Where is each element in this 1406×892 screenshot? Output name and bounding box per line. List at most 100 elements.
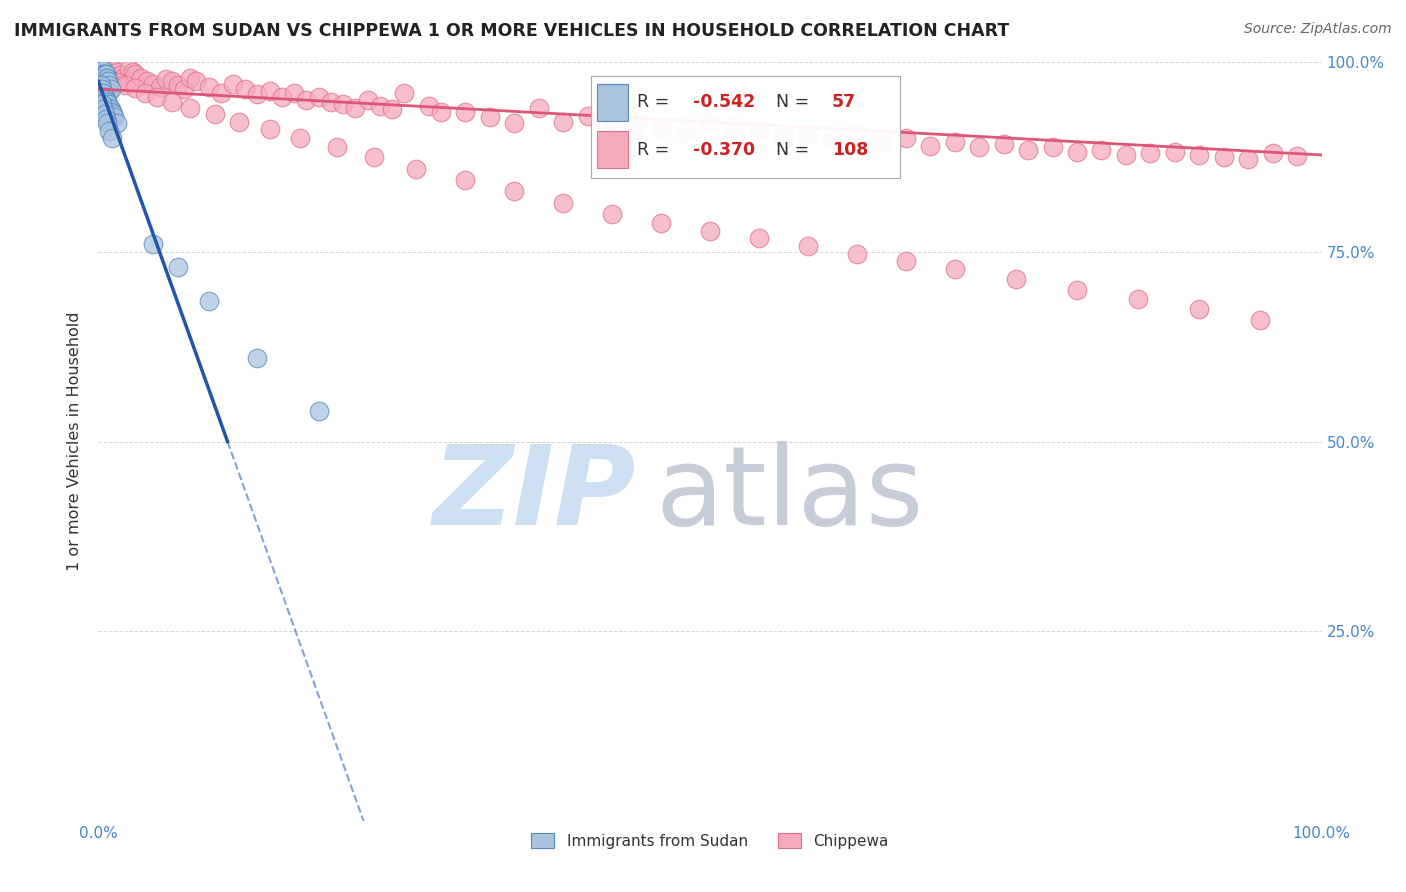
Point — [576, 108, 599, 122]
Point — [675, 125, 697, 139]
Text: -0.370: -0.370 — [693, 141, 755, 159]
Point — [93, 107, 115, 121]
Point — [381, 103, 404, 117]
Point — [94, 74, 117, 88]
Point — [97, 86, 120, 100]
Point — [90, 62, 112, 77]
Point — [91, 89, 114, 103]
Point — [173, 82, 195, 96]
Point — [89, 82, 111, 96]
Point — [478, 110, 501, 124]
Point — [100, 82, 122, 96]
Point — [1164, 145, 1187, 159]
Point — [1188, 301, 1211, 316]
Point — [222, 77, 245, 91]
Point — [129, 70, 152, 85]
Point — [319, 95, 342, 109]
Text: N =: N = — [776, 141, 815, 159]
Point — [136, 73, 159, 87]
Point — [142, 237, 165, 252]
Point — [894, 254, 917, 268]
Point — [748, 231, 770, 245]
Point — [356, 94, 378, 108]
Point — [650, 122, 672, 136]
Point — [600, 207, 623, 221]
Point — [103, 110, 125, 124]
Point — [97, 67, 120, 81]
Point — [270, 89, 294, 103]
Point — [93, 89, 115, 103]
Point — [699, 224, 721, 238]
Point — [797, 239, 820, 253]
Point — [1261, 146, 1284, 161]
Point — [1212, 150, 1234, 164]
Point — [118, 62, 141, 76]
Point — [1188, 148, 1211, 162]
Point — [1286, 149, 1309, 163]
Point — [290, 131, 312, 145]
Point — [101, 131, 124, 145]
Point — [146, 90, 169, 104]
Point — [93, 67, 115, 81]
Point — [993, 137, 1015, 152]
Point — [91, 74, 114, 88]
Point — [845, 246, 868, 260]
Point — [105, 64, 128, 78]
Point — [553, 114, 575, 128]
Point — [94, 112, 117, 126]
Point — [308, 89, 330, 103]
Point — [363, 150, 385, 164]
Text: Source: ZipAtlas.com: Source: ZipAtlas.com — [1244, 22, 1392, 37]
Point — [943, 135, 966, 149]
Point — [155, 72, 177, 87]
Point — [91, 59, 114, 73]
Point — [967, 140, 990, 154]
Point — [295, 94, 318, 108]
Point — [101, 62, 124, 76]
Point — [101, 104, 124, 119]
Point — [167, 260, 190, 275]
Point — [149, 79, 172, 94]
Text: atlas: atlas — [655, 442, 924, 548]
Point — [91, 74, 114, 88]
Point — [246, 351, 269, 366]
Point — [392, 86, 416, 100]
Point — [105, 116, 128, 130]
Point — [91, 86, 114, 100]
Point — [98, 101, 121, 115]
Point — [943, 261, 966, 276]
Point — [93, 70, 115, 85]
Point — [179, 101, 201, 115]
Point — [111, 70, 134, 85]
Point — [96, 82, 118, 96]
Point — [94, 94, 117, 108]
Text: N =: N = — [776, 94, 815, 112]
Point — [90, 78, 112, 92]
Point — [142, 77, 165, 91]
Point — [527, 101, 550, 115]
Point — [91, 103, 114, 117]
Point — [100, 103, 122, 117]
Y-axis label: 1 or more Vehicles in Household: 1 or more Vehicles in Household — [67, 312, 83, 571]
Point — [553, 195, 575, 210]
Point — [1066, 283, 1088, 297]
Point — [91, 67, 114, 81]
Point — [699, 116, 721, 130]
Point — [89, 62, 111, 77]
Point — [228, 114, 250, 128]
Point — [723, 120, 745, 134]
Point — [89, 74, 111, 88]
Point — [1128, 292, 1150, 306]
Point — [160, 74, 183, 88]
Point — [650, 216, 672, 230]
Point — [91, 62, 114, 77]
Point — [105, 75, 128, 89]
Point — [1066, 145, 1088, 159]
Point — [233, 82, 256, 96]
Point — [90, 67, 112, 81]
Point — [870, 135, 893, 149]
Point — [167, 78, 190, 92]
Text: IMMIGRANTS FROM SUDAN VS CHIPPEWA 1 OR MORE VEHICLES IN HOUSEHOLD CORRELATION CH: IMMIGRANTS FROM SUDAN VS CHIPPEWA 1 OR M… — [14, 22, 1010, 40]
Point — [326, 140, 349, 154]
Point — [503, 184, 526, 198]
